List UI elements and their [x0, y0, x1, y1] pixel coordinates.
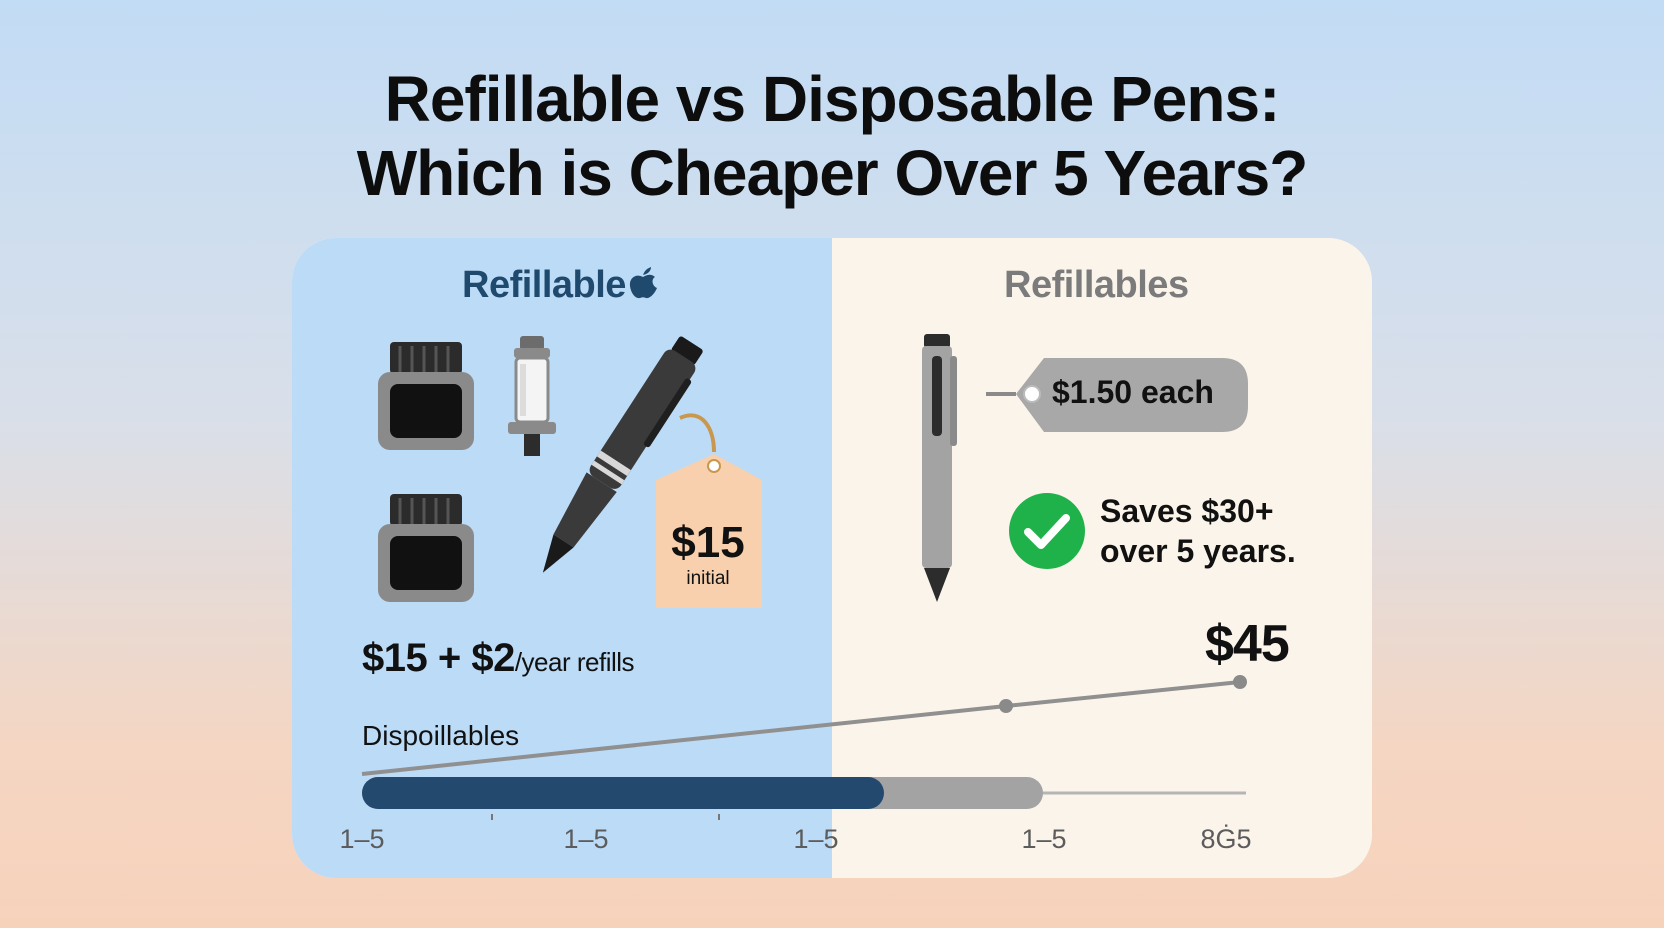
title-line-2: Which is Cheaper Over 5 Years?	[356, 137, 1309, 209]
trend-line-end	[1005, 680, 1241, 708]
refillable-cost-formula: $15 + $2/year refills	[362, 636, 635, 681]
cost-formula-suffix: /year refills	[514, 647, 635, 677]
cost-formula-main: $15 + $2	[362, 636, 515, 680]
tick-label: 1–5	[563, 824, 609, 854]
savings-line-1: Saves $30+	[1100, 493, 1274, 529]
trend-point	[1233, 675, 1247, 689]
cost-trend-graphic	[361, 675, 1247, 820]
progress-fill	[362, 777, 884, 809]
refillables-heading: Refillables	[1004, 264, 1189, 306]
check-circle-icon	[1009, 493, 1085, 569]
tick-label: 1–5	[339, 824, 385, 854]
initial-price: $15	[671, 518, 745, 567]
ink-cartridge-icon	[508, 336, 556, 456]
tick-label: 8Ġ5	[1200, 824, 1252, 854]
disposable-total: $45	[1205, 615, 1290, 673]
comparison-card: Refillable Refillables	[292, 238, 1372, 878]
trend-point	[999, 699, 1013, 713]
trend-line	[361, 704, 1007, 776]
bar-label: Dispoillables	[362, 720, 520, 751]
price-tag-icon	[986, 358, 1248, 432]
tick-label: 1–5	[793, 824, 839, 854]
savings-line-2: over 5 years.	[1100, 533, 1296, 569]
page-title: Refillable vs Disposable Pens: Which is …	[0, 62, 1664, 210]
savings-note: Saves $30+ over 5 years.	[1100, 491, 1296, 571]
disposable-unit-price: $1.50 each	[1052, 374, 1214, 410]
title-line-1: Refillable vs Disposable Pens:	[384, 63, 1281, 135]
refillable-heading: Refillable	[462, 264, 659, 307]
fountain-pen-icon	[542, 336, 703, 573]
ink-bottle-icon	[378, 342, 474, 450]
price-tag-icon	[656, 413, 762, 608]
apple-icon	[629, 267, 657, 299]
ink-bottle-icon	[378, 494, 474, 602]
initial-price-label: initial	[686, 568, 730, 589]
ballpoint-pen-icon	[922, 334, 957, 602]
tick-label: 1–5	[1021, 824, 1067, 854]
